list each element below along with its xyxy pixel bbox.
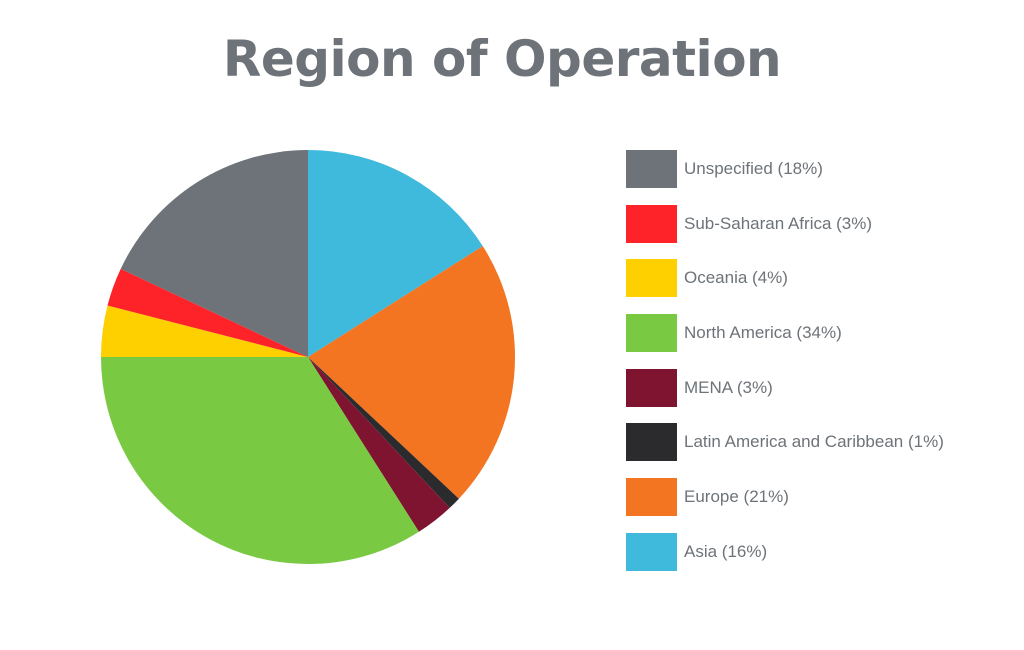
pie-slice-7 bbox=[308, 150, 483, 357]
legend-swatch bbox=[626, 204, 677, 243]
legend-label: Asia (16%) bbox=[684, 541, 768, 561]
legend-label: Sub-Saharan Africa (3%) bbox=[684, 213, 873, 233]
legend-item: Europe (21%) bbox=[626, 478, 944, 517]
legend-label: Oceania (4%) bbox=[684, 268, 788, 288]
legend-swatch bbox=[626, 478, 677, 517]
pie-slice-2 bbox=[101, 305, 308, 357]
legend-swatch bbox=[626, 259, 677, 298]
chart-title: Region of Operation bbox=[222, 30, 782, 88]
legend-item: Latin America and Caribbean (1%) bbox=[626, 423, 944, 462]
legend-label: MENA (3%) bbox=[684, 377, 773, 397]
legend-item: MENA (3%) bbox=[626, 368, 944, 407]
legend-swatch bbox=[626, 150, 677, 188]
pie-slice-1 bbox=[107, 268, 308, 357]
legend-item: Unspecified (18%) bbox=[626, 150, 944, 188]
legend-item: Asia (16%) bbox=[626, 532, 944, 571]
legend-swatch bbox=[626, 423, 677, 462]
pie-slice-0 bbox=[120, 150, 308, 357]
legend-label: Europe (21%) bbox=[684, 487, 789, 507]
legend-label: Latin America and Caribbean (1%) bbox=[684, 432, 944, 452]
chart-legend: Unspecified (18%) Sub-Saharan Africa (3%)… bbox=[626, 150, 944, 588]
legend-item: Oceania (4%) bbox=[626, 259, 944, 298]
legend-swatch bbox=[626, 368, 677, 407]
pie-slice-4 bbox=[308, 357, 450, 532]
legend-swatch bbox=[626, 532, 677, 571]
legend-label: North America (34%) bbox=[684, 323, 842, 343]
legend-item: North America (34%) bbox=[626, 314, 944, 353]
legend-label: Unspecified (18%) bbox=[684, 159, 823, 178]
legend-item: Sub-Saharan Africa (3%) bbox=[626, 204, 944, 243]
pie-slice-6 bbox=[308, 246, 516, 499]
legend-swatch bbox=[626, 314, 677, 353]
pie-slice-3 bbox=[100, 357, 419, 565]
pie-slice-5 bbox=[308, 357, 459, 508]
